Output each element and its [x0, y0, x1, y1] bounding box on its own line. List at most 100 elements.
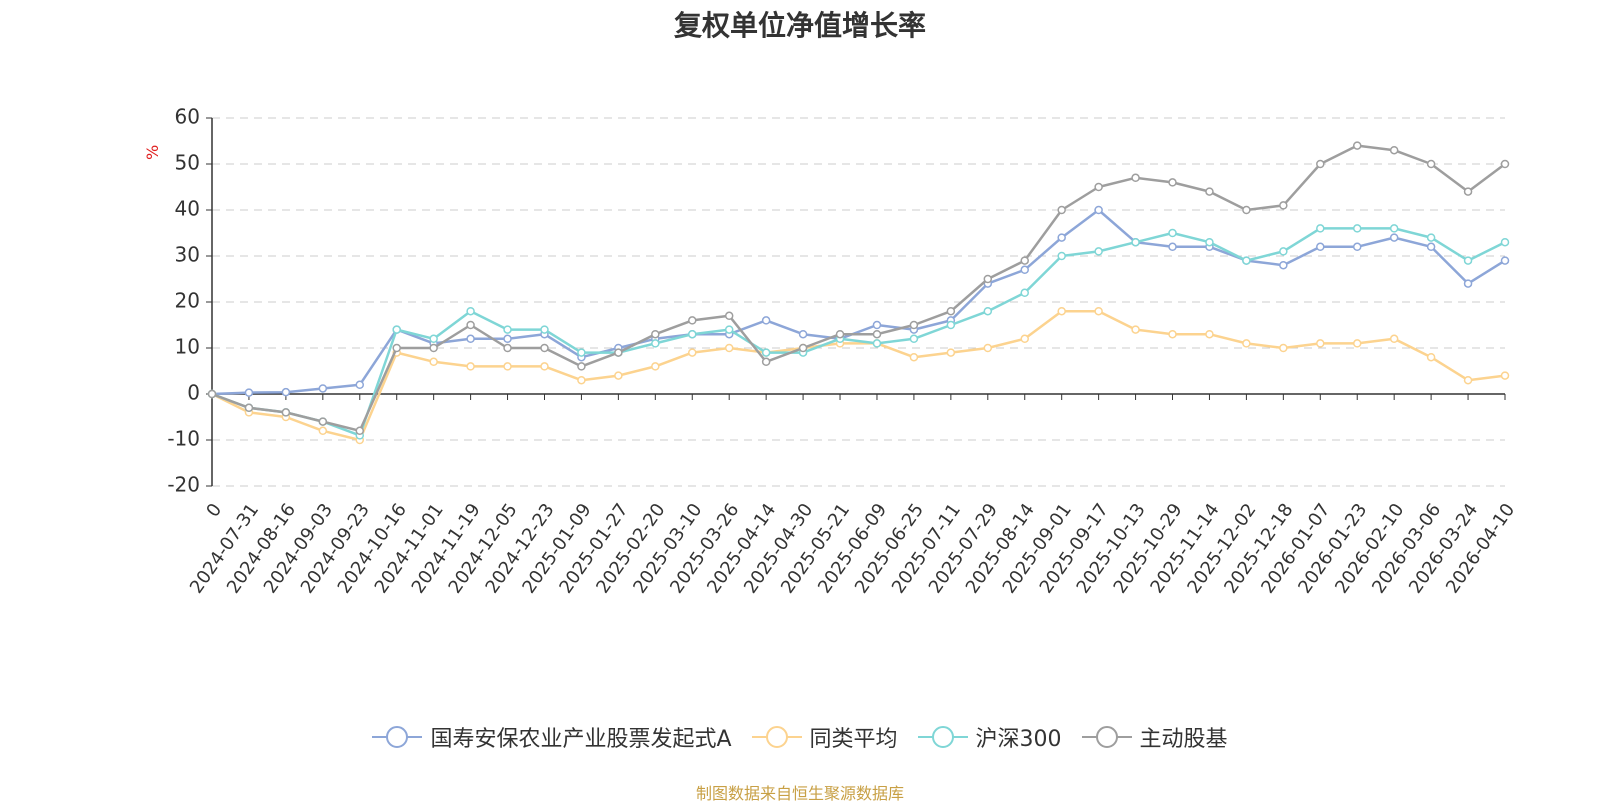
data-point	[1131, 173, 1140, 183]
data-point	[1352, 339, 1362, 348]
legend-item[interactable]: 同类平均	[751, 721, 898, 753]
data-point	[355, 426, 365, 436]
data-point	[1279, 343, 1288, 353]
data-point	[1389, 334, 1399, 344]
y-tick-label: 20	[175, 289, 200, 313]
data-point	[1500, 256, 1510, 265]
data-point	[540, 343, 549, 353]
legend-label: 沪深300	[975, 727, 1062, 752]
data-point	[761, 357, 771, 367]
data-point	[1500, 237, 1510, 247]
y-tick-label: 30	[175, 243, 200, 267]
legend-marker-icon	[1081, 726, 1132, 748]
legend-marker-icon	[751, 726, 802, 748]
data-point	[1389, 233, 1399, 242]
data-point	[1500, 371, 1510, 380]
y-tick-label: 10	[175, 335, 200, 359]
data-point	[798, 343, 808, 353]
data-point	[503, 334, 512, 344]
data-point	[724, 343, 734, 353]
legend-item[interactable]: 主动股基	[1081, 721, 1228, 753]
data-point	[1168, 228, 1177, 238]
data-point	[1057, 233, 1066, 242]
data-point	[1057, 251, 1066, 261]
data-point	[1463, 375, 1473, 385]
data-point	[946, 348, 956, 357]
data-point	[281, 387, 291, 397]
data-point	[1094, 205, 1103, 215]
data-point	[1205, 237, 1214, 247]
data-point	[318, 384, 328, 393]
data-point	[503, 343, 512, 353]
data-point	[909, 320, 919, 330]
data-point	[1352, 242, 1362, 252]
data-point	[318, 426, 328, 436]
data-point	[651, 339, 660, 348]
data-point	[1352, 224, 1362, 233]
data-point	[1426, 159, 1436, 169]
series-line	[211, 227, 1506, 437]
data-point	[392, 343, 401, 353]
data-point	[688, 316, 697, 325]
data-point	[1168, 329, 1177, 339]
legend-item[interactable]: 沪深300	[917, 721, 1062, 753]
y-tick-label: 40	[175, 197, 200, 221]
legend-marker-icon	[917, 726, 968, 748]
legend-label: 同类平均	[809, 727, 898, 752]
data-point	[392, 325, 401, 334]
legend-marker-icon	[372, 726, 423, 748]
data-point	[207, 389, 217, 399]
data-point	[503, 325, 512, 334]
data-point	[983, 306, 993, 316]
data-point	[1389, 224, 1399, 233]
data-point	[244, 388, 254, 397]
series-lines	[207, 141, 1510, 445]
data-point	[1463, 256, 1473, 265]
data-point	[1242, 205, 1251, 215]
data-point	[1389, 145, 1399, 155]
data-point	[1205, 329, 1214, 339]
data-point	[651, 329, 660, 339]
series-line	[211, 144, 1506, 433]
y-tick-label: 50	[175, 151, 200, 175]
data-point	[761, 316, 771, 325]
data-point	[688, 348, 697, 357]
series-line	[211, 309, 1506, 442]
data-point	[761, 348, 771, 357]
data-point	[577, 348, 586, 357]
legend-label: 主动股基	[1139, 727, 1228, 752]
data-point	[1352, 141, 1362, 150]
series-3	[207, 141, 1510, 436]
data-point	[540, 325, 549, 334]
data-point	[466, 320, 475, 330]
data-point	[909, 334, 919, 344]
data-point	[1020, 265, 1029, 275]
data-point	[244, 403, 254, 413]
data-point	[540, 362, 549, 371]
data-point	[466, 362, 475, 371]
data-point	[1316, 159, 1325, 169]
chart-title: 复权单位净值增长率	[673, 9, 926, 42]
series-1	[207, 306, 1510, 445]
legend-item[interactable]: 国寿安保农业产业股票发起式A	[372, 721, 732, 753]
data-point	[1020, 256, 1029, 265]
data-point	[1500, 159, 1510, 169]
data-point	[1020, 334, 1029, 344]
x-axis: 02024-07-312024-08-162024-09-032024-09-2…	[186, 393, 1519, 597]
y-tick-label: 0	[187, 381, 200, 405]
data-point	[1426, 242, 1436, 252]
data-point	[614, 348, 623, 357]
data-point	[1205, 187, 1214, 196]
data-point	[318, 417, 328, 426]
data-point	[1168, 178, 1177, 187]
data-point	[1463, 279, 1473, 288]
legend-label: 国寿安保农业产业股票发起式A	[430, 727, 732, 752]
data-point	[466, 334, 475, 344]
data-point	[1426, 233, 1436, 242]
data-point	[1094, 182, 1103, 192]
data-point	[1279, 260, 1288, 270]
data-point	[1057, 306, 1066, 316]
data-point	[1242, 256, 1251, 265]
data-source-note: 制图数据来自恒生聚源数据库	[695, 784, 904, 803]
legend: 国寿安保农业产业股票发起式A 同类平均 沪深300 主动股基	[0, 722, 1600, 752]
